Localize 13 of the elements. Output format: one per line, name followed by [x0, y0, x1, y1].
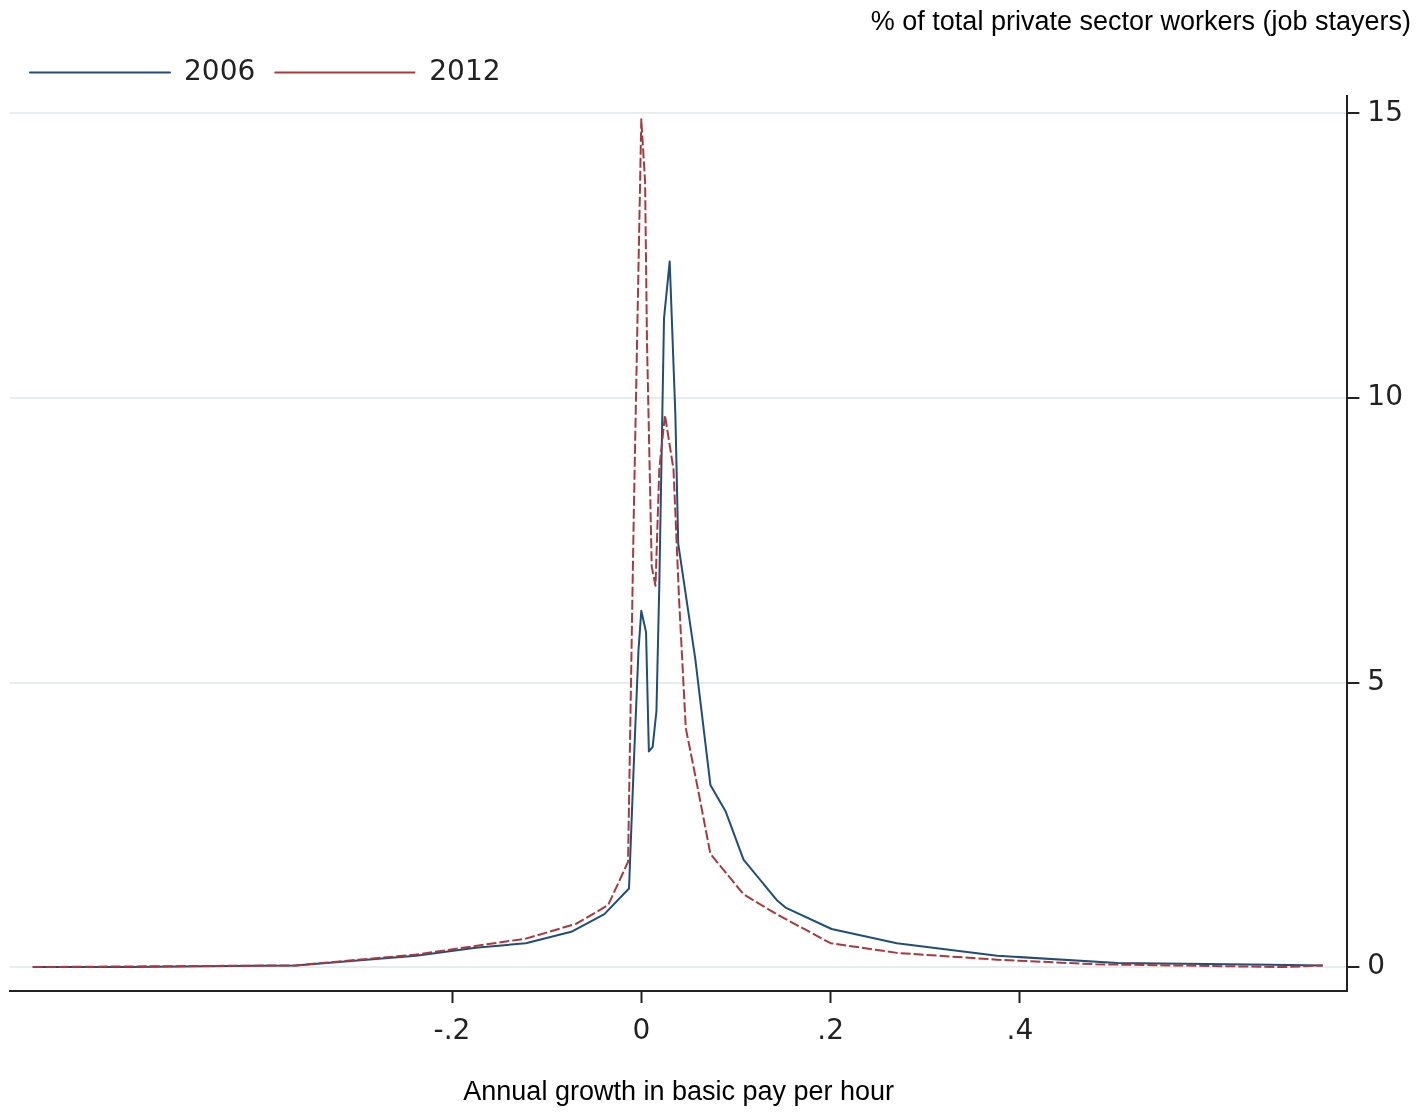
legend-label: 2006 — [184, 53, 256, 87]
line-series — [31, 118, 1324, 969]
y-tick-label: 0 — [1367, 948, 1386, 982]
x-tick-label: 0 — [632, 1013, 651, 1047]
y-axis-title: % of total private sector workers (job stayers) — [870, 5, 1411, 36]
y-tick-label: 10 — [1367, 379, 1404, 413]
x-tick-label: -.2 — [433, 1013, 471, 1047]
y-tick-label: 15 — [1367, 94, 1404, 128]
legend-label: 2012 — [429, 53, 501, 87]
x-axis-title: Annual growth in basic pay per hour — [463, 1076, 895, 1107]
x-tick-label: .2 — [817, 1013, 844, 1047]
x-tick-label: .4 — [1006, 1013, 1034, 1047]
y-tick-label: 5 — [1367, 663, 1386, 697]
